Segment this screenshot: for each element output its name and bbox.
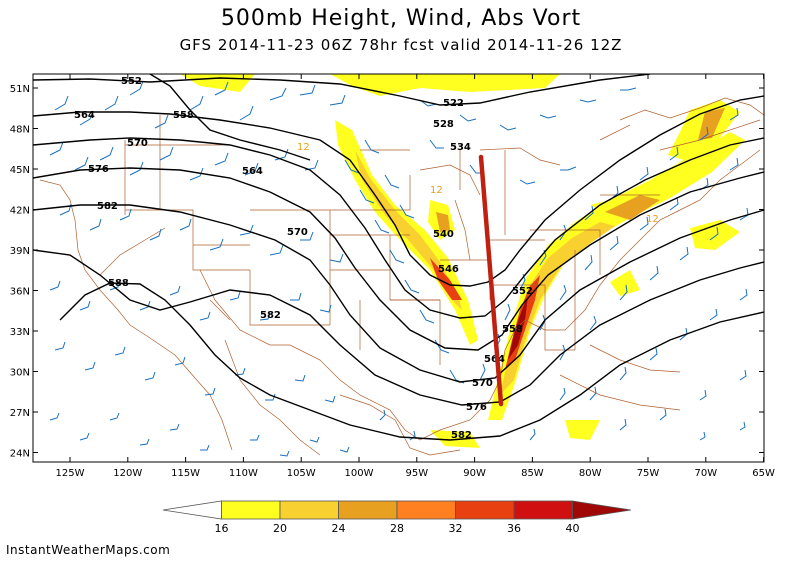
trough-axis-line xyxy=(478,154,504,407)
colorbar-swatch xyxy=(221,500,281,520)
lon-label: 85W xyxy=(521,468,544,479)
lat-label: 39N xyxy=(10,246,30,257)
vort-label: 12 xyxy=(297,142,310,153)
colorbar-swatch xyxy=(396,500,456,520)
lat-label: 24N xyxy=(10,449,30,460)
map-title: 500mb Height, Wind, Abs Vort xyxy=(220,6,582,31)
colorbar-swatch xyxy=(572,500,632,520)
lon-label: 80W xyxy=(579,468,602,479)
plot-frame xyxy=(32,73,765,463)
lat-label: 36N xyxy=(10,287,30,298)
contour-label: 570 xyxy=(127,138,148,149)
lon-label: 110W xyxy=(229,468,258,479)
lat-label: 27N xyxy=(10,408,30,419)
colorbar-tick-label: 16 xyxy=(215,522,229,535)
contour-label: 588 xyxy=(108,278,129,289)
colorbar-tick-label: 28 xyxy=(390,522,404,535)
contour-label: 570 xyxy=(287,227,308,238)
contour-label: 564 xyxy=(484,354,505,365)
contour-label: 558 xyxy=(173,110,194,121)
latitude-axis: 51N 48N 45N 42N 39N 36N 33N 30N 27N 24N xyxy=(10,84,764,460)
lon-label: 75W xyxy=(637,468,660,479)
colorbar-tick-label: 40 xyxy=(566,522,580,535)
vorticity-shading xyxy=(180,74,745,448)
contour-label: 534 xyxy=(450,142,471,153)
contour-label: 576 xyxy=(466,402,487,413)
colorbar: 16 20 24 28 32 36 40 xyxy=(162,500,632,535)
lat-label: 51N xyxy=(10,84,30,95)
lon-label: 65W xyxy=(752,468,775,479)
longitude-axis: 125W 120W 115W 110W 105W 100W 95W 90W 85W 80W 75W 7… xyxy=(56,74,775,479)
contour-labels: 552 564 558 570 576 564 582 570 588 582 … xyxy=(74,76,659,441)
vort-label: 12 xyxy=(430,185,443,196)
colorbar-tick-label: 20 xyxy=(273,522,287,535)
lat-label: 45N xyxy=(10,165,30,176)
lon-label: 120W xyxy=(113,468,142,479)
contour-label: 570 xyxy=(472,378,493,389)
lon-label: 95W xyxy=(405,468,428,479)
contour-label: 576 xyxy=(88,164,109,175)
lon-label: 105W xyxy=(287,468,316,479)
lat-label: 30N xyxy=(10,368,30,379)
lat-label: 48N xyxy=(10,125,30,136)
colorbar-swatch xyxy=(338,500,398,520)
contour-label: 552 xyxy=(121,76,142,87)
contour-label: 522 xyxy=(443,98,464,109)
political-boundaries xyxy=(39,97,764,456)
colorbar-tick-label: 32 xyxy=(449,522,463,535)
lon-label: 90W xyxy=(463,468,486,479)
map-subtitle: GFS 2014-11-23 06Z 78hr fcst valid 2014-… xyxy=(179,36,623,54)
contour-label: 564 xyxy=(74,110,95,121)
lon-label: 115W xyxy=(171,468,200,479)
contour-label: 564 xyxy=(242,166,263,177)
colorbar-swatch xyxy=(513,500,573,520)
map-plot-area: 552 564 558 570 576 564 582 570 588 582 … xyxy=(33,74,764,462)
contour-label: 558 xyxy=(502,324,523,335)
colorbar-tick-label: 24 xyxy=(332,522,346,535)
contour-label: 582 xyxy=(451,430,472,441)
colorbar-tick-label: 36 xyxy=(507,522,521,535)
colorbar-swatch xyxy=(162,500,222,520)
colorbar-swatch xyxy=(279,500,339,520)
colorbar-swatch xyxy=(455,500,515,520)
contour-label: 582 xyxy=(260,310,281,321)
lat-label: 33N xyxy=(10,327,30,338)
vort-label: 12 xyxy=(646,214,659,225)
contour-label: 546 xyxy=(438,264,459,275)
contour-label: 552 xyxy=(512,286,533,297)
lat-label: 42N xyxy=(10,206,30,217)
lon-label: 70W xyxy=(694,468,717,479)
height-contours xyxy=(33,74,764,441)
contour-label: 540 xyxy=(433,229,454,240)
lon-label: 100W xyxy=(345,468,374,479)
credit-text: InstantWeatherMaps.com xyxy=(6,543,171,557)
contour-label: 528 xyxy=(433,119,454,130)
contour-label: 582 xyxy=(97,201,118,212)
lon-label: 125W xyxy=(56,468,85,479)
